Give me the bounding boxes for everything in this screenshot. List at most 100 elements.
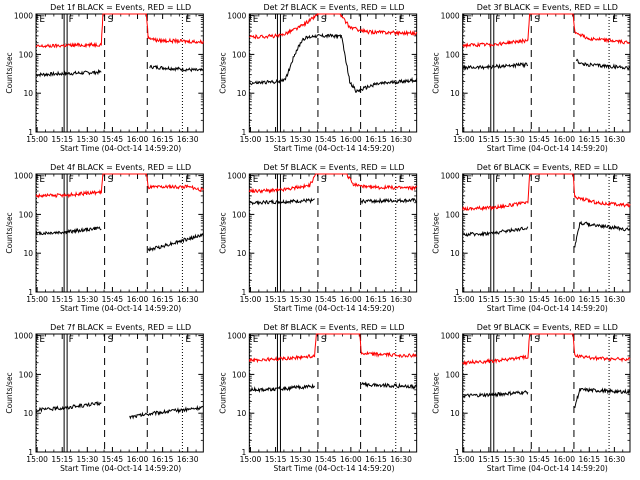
panel-det-3: Det 3f BLACK = Events, RED = LLD 1 10 100 10… xyxy=(432,3,631,153)
y-tick-label: 1 xyxy=(242,448,247,457)
panel-title: Det 4f BLACK = Events, RED = LLD xyxy=(50,163,191,172)
marker-label: S xyxy=(321,175,327,185)
marker-label: E xyxy=(253,15,259,25)
y-axis-label: Counts/sec xyxy=(5,372,14,413)
y-axis-label: Counts/sec xyxy=(432,212,441,253)
x-tick-label: 15:15 xyxy=(51,135,73,144)
x-tick-label: 16:15 xyxy=(365,455,387,464)
series-lld xyxy=(462,13,631,49)
x-tick-label: 15:45 xyxy=(102,455,124,464)
x-tick-label: 15:00 xyxy=(453,295,475,304)
marker-label: E xyxy=(612,335,618,345)
x-tick-label: 15:15 xyxy=(265,135,287,144)
panel-det-6: Det 6f BLACK = Events, RED = LLD 1 10 100 10… xyxy=(432,163,631,313)
x-tick-label: 15:45 xyxy=(528,295,550,304)
y-tick-label: 10 xyxy=(23,249,33,258)
panel-title: Det 8f BLACK = Events, RED = LLD xyxy=(263,323,404,332)
x-axis-label: Start Time (04-Oct-14 14:59:20) xyxy=(487,144,608,153)
marker-label: S xyxy=(108,15,114,25)
marker-label: E xyxy=(399,15,405,25)
x-axis-label: Start Time (04-Oct-14 14:59:20) xyxy=(273,304,394,313)
y-axis-label: Counts/sec xyxy=(432,52,441,93)
y-tick-label: 10 xyxy=(23,409,33,418)
x-axis-label: Start Time (04-Oct-14 14:59:20) xyxy=(60,144,181,153)
y-tick-label: 1000 xyxy=(14,12,33,21)
x-tick-label: 15:45 xyxy=(528,135,550,144)
y-tick-label: 100 xyxy=(445,50,460,59)
y-tick-label: 1 xyxy=(242,288,247,297)
x-tick-label: 16:00 xyxy=(127,455,149,464)
marker-label: S xyxy=(321,335,327,345)
y-axis-label: Counts/sec xyxy=(432,372,441,413)
y-tick-label: 100 xyxy=(232,210,247,219)
plot-frame xyxy=(248,333,418,453)
y-tick-label: 100 xyxy=(445,210,460,219)
x-tick-label: 15:30 xyxy=(77,295,99,304)
y-tick-label: 10 xyxy=(237,409,247,418)
y-tick-label: 1 xyxy=(28,128,33,137)
plot-frame xyxy=(462,333,631,453)
x-tick-label: 16:30 xyxy=(604,135,626,144)
x-tick-label: 15:15 xyxy=(51,455,73,464)
series-lld xyxy=(462,333,631,366)
x-tick-label: 16:15 xyxy=(152,455,174,464)
x-tick-label: 16:15 xyxy=(578,455,600,464)
x-tick-label: 16:15 xyxy=(578,135,600,144)
series-events xyxy=(35,64,204,78)
panel-det-7: Det 7f BLACK = Events, RED = LLD 1 10 100 10… xyxy=(5,323,204,473)
y-axis-label: Counts/sec xyxy=(218,52,227,93)
x-tick-label: 15:30 xyxy=(503,295,525,304)
panel-title: Det 5f BLACK = Events, RED = LLD xyxy=(263,163,404,172)
y-tick-label: 10 xyxy=(237,89,247,98)
x-tick-label: 15:45 xyxy=(315,295,337,304)
x-tick-label: 16:00 xyxy=(340,135,362,144)
y-tick-label: 100 xyxy=(445,370,460,379)
x-tick-label: 15:45 xyxy=(528,455,550,464)
y-tick-label: 100 xyxy=(232,50,247,59)
series-lld xyxy=(249,12,418,40)
x-tick-label: 15:30 xyxy=(290,455,312,464)
x-tick-label: 15:45 xyxy=(102,295,124,304)
x-tick-label: 16:15 xyxy=(152,135,174,144)
x-tick-label: 16:00 xyxy=(340,295,362,304)
x-tick-label: 16:30 xyxy=(177,295,199,304)
marker-label: E xyxy=(612,175,618,185)
x-tick-label: 15:00 xyxy=(453,135,475,144)
series-events xyxy=(248,32,418,94)
marker-label: E xyxy=(39,335,45,345)
x-axis-label: Start Time (04-Oct-14 14:59:20) xyxy=(487,464,608,473)
panel-det-8: Det 8f BLACK = Events, RED = LLD 1 10 100 10… xyxy=(218,323,418,473)
panel-title: Det 9f BLACK = Events, RED = LLD xyxy=(477,323,618,332)
x-tick-label: 16:30 xyxy=(390,295,412,304)
marker-label: E xyxy=(612,15,618,25)
marker-label: F xyxy=(282,335,287,345)
y-tick-label: 1000 xyxy=(441,332,460,341)
marker-label: E xyxy=(399,335,405,345)
y-tick-label: 10 xyxy=(23,89,33,98)
x-tick-label: 15:00 xyxy=(240,455,262,464)
x-tick-label: 15:00 xyxy=(453,455,475,464)
y-tick-label: 1 xyxy=(28,448,33,457)
x-tick-label: 16:00 xyxy=(553,295,575,304)
y-tick-label: 1 xyxy=(455,288,460,297)
y-tick-label: 100 xyxy=(19,50,34,59)
y-axis-label: Counts/sec xyxy=(218,212,227,253)
y-axis-label: Counts/sec xyxy=(218,372,227,413)
marker-label: F xyxy=(69,175,74,185)
x-axis-label: Start Time (04-Oct-14 14:59:20) xyxy=(273,144,394,153)
y-tick-label: 100 xyxy=(232,370,247,379)
series-events xyxy=(248,381,418,394)
panel-det-5: Det 5f BLACK = Events, RED = LLD 1 10 100 10… xyxy=(218,163,418,313)
marker-label: S xyxy=(534,15,540,25)
panel-det-9: Det 9f BLACK = Events, RED = LLD 1 10 100 10… xyxy=(432,323,631,473)
x-tick-label: 16:15 xyxy=(365,295,387,304)
series-events xyxy=(35,400,204,420)
x-axis-label: Start Time (04-Oct-14 14:59:20) xyxy=(60,304,181,313)
x-tick-label: 16:30 xyxy=(604,295,626,304)
marker-label: F xyxy=(282,15,287,25)
series-events xyxy=(249,197,417,206)
marker-label: E xyxy=(466,175,472,185)
y-tick-label: 1 xyxy=(455,128,460,137)
y-tick-label: 1000 xyxy=(227,12,246,21)
